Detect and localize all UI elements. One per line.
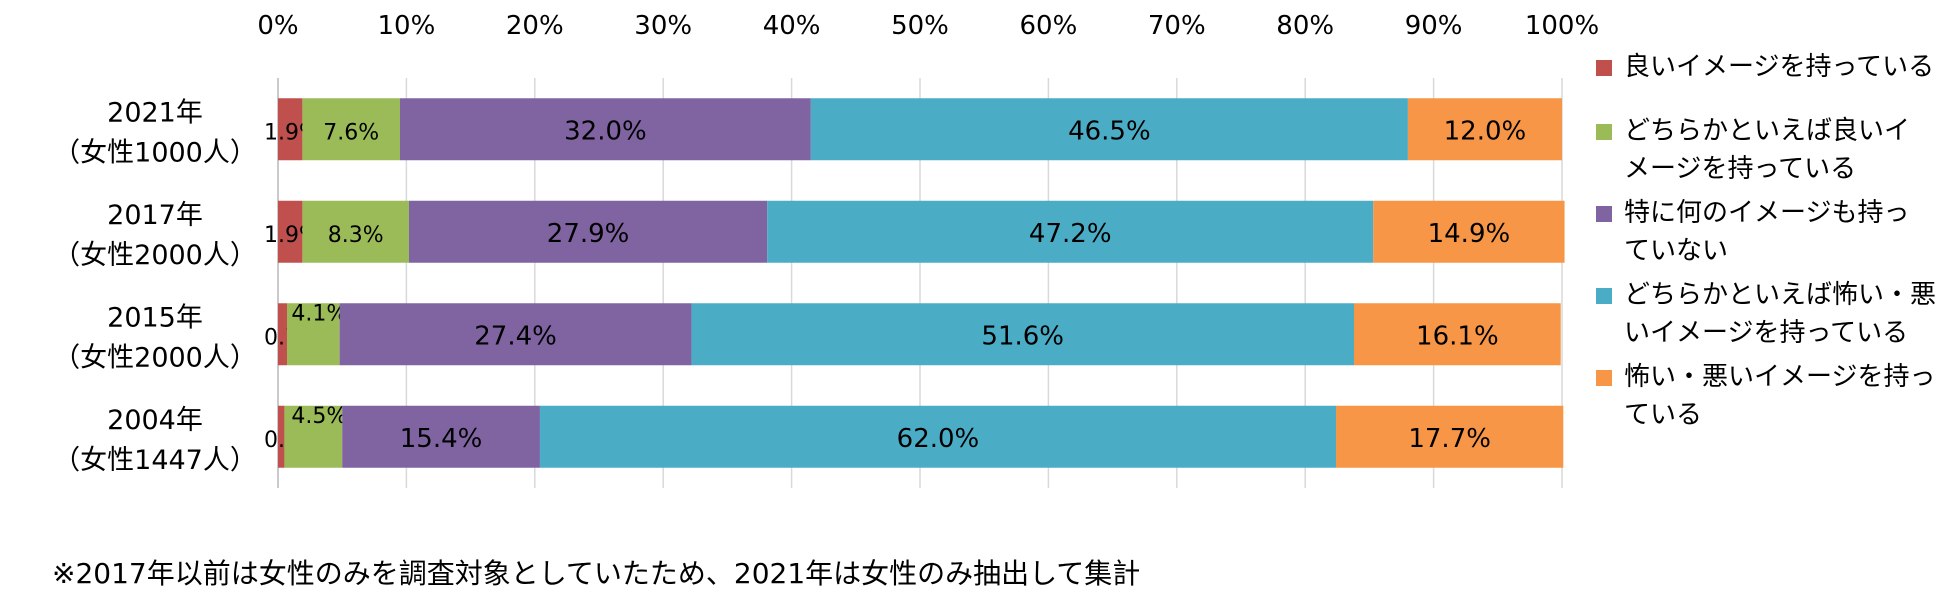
- data-label: 7.6%: [323, 120, 379, 145]
- data-label: 4.1%: [291, 301, 347, 326]
- data-label: 62.0%: [897, 424, 980, 454]
- bar-segment: [691, 303, 1354, 366]
- x-tick-label: 70%: [1148, 11, 1206, 41]
- footnote: ※2017年以前は女性のみを調査対象としていたため、2021年は女性のみ抽出して…: [52, 557, 1141, 590]
- legend-label: いイメージを持っている: [1624, 318, 1909, 348]
- data-label: 16.1%: [1416, 321, 1499, 351]
- legend: 良いイメージを持っている どちらかといえば良いイ メージを持っている 特に何のイメージ…: [1594, 48, 1950, 440]
- legend-label: 怖い・悪いイメージを持っ: [1624, 362, 1936, 392]
- bar-segment: [302, 98, 400, 161]
- x-tick-label: 90%: [1405, 11, 1463, 41]
- bar-segment: [278, 405, 285, 468]
- legend-label: ていない: [1624, 236, 1729, 266]
- data-label: 27.9%: [547, 219, 630, 249]
- legend-swatch: [1596, 60, 1612, 76]
- legend-swatch: [1596, 124, 1612, 140]
- bar-segment: [399, 98, 811, 161]
- legend-label: 良いイメージを持っている: [1624, 52, 1935, 82]
- data-label: 47.2%: [1029, 219, 1112, 249]
- x-tick-label: 40%: [763, 11, 821, 41]
- category-label: 2004年: [107, 405, 203, 436]
- bar-segment: [1407, 98, 1562, 161]
- legend-swatch: [1596, 206, 1612, 222]
- x-tick-label: 30%: [634, 11, 692, 41]
- legend-item: どちらかといえば良いイ メージを持っている: [1594, 112, 1950, 188]
- legend-label: ている: [1624, 400, 1703, 430]
- bar-segment: [408, 200, 768, 263]
- data-label: 4.5%: [291, 404, 347, 429]
- bar-segment: [302, 200, 409, 263]
- bar-segment: [539, 405, 1337, 468]
- bar-segment: [342, 405, 540, 468]
- category-label: 2021年: [107, 97, 203, 128]
- category-label: （女性2000人）: [53, 342, 257, 373]
- category-label: 2015年: [107, 302, 203, 333]
- data-label: 12.0%: [1444, 116, 1527, 146]
- x-tick-label: 50%: [891, 11, 949, 41]
- legend-label: どちらかといえば良いイ: [1624, 116, 1911, 146]
- bar-segment: [1353, 303, 1561, 366]
- legend-item: 特に何のイメージも持っ ていない: [1594, 194, 1950, 270]
- x-tick-label: 20%: [506, 11, 564, 41]
- bar-segment: [278, 98, 303, 161]
- x-tick-label: 10%: [378, 11, 436, 41]
- legend-item: 怖い・悪いイメージを持っ ている: [1594, 358, 1950, 434]
- data-label: 8.3%: [328, 223, 384, 248]
- x-tick-label: 80%: [1276, 11, 1334, 41]
- x-tick-label: 60%: [1020, 11, 1078, 41]
- bar-segment: [339, 303, 692, 366]
- bar-segment: [284, 405, 343, 468]
- data-label: 32.0%: [564, 116, 647, 146]
- bar-segment: [767, 200, 1374, 263]
- x-tick-label: 100%: [1525, 11, 1599, 41]
- data-label: 51.6%: [981, 321, 1064, 351]
- x-tick-label: 0%: [257, 11, 298, 41]
- data-label: 14.9%: [1428, 219, 1511, 249]
- bar-segment: [286, 303, 340, 366]
- legend-label: 特に何のイメージも持っ: [1624, 198, 1910, 228]
- bar-segment: [1373, 200, 1565, 263]
- category-label: （女性1447人）: [53, 445, 257, 476]
- data-label: 46.5%: [1068, 116, 1151, 146]
- legend-swatch: [1596, 370, 1612, 386]
- bar-segment: [810, 98, 1408, 161]
- data-label: 15.4%: [400, 424, 483, 454]
- bar-segment: [278, 303, 287, 366]
- legend-label: メージを持っている: [1624, 154, 1857, 184]
- legend-item: どちらかといえば怖い・悪 いイメージを持っている: [1594, 276, 1950, 352]
- legend-item: 良いイメージを持っている: [1594, 48, 1950, 86]
- bar-segment: [1336, 405, 1564, 468]
- data-label: 27.4%: [474, 321, 557, 351]
- category-label: （女性1000人）: [53, 137, 257, 168]
- data-label: 17.7%: [1408, 424, 1491, 454]
- category-label: （女性2000人）: [53, 240, 257, 271]
- legend-label: どちらかといえば怖い・悪: [1624, 280, 1937, 310]
- legend-swatch: [1596, 288, 1612, 304]
- bar-segment: [278, 200, 303, 263]
- category-label: 2017年: [107, 200, 203, 231]
